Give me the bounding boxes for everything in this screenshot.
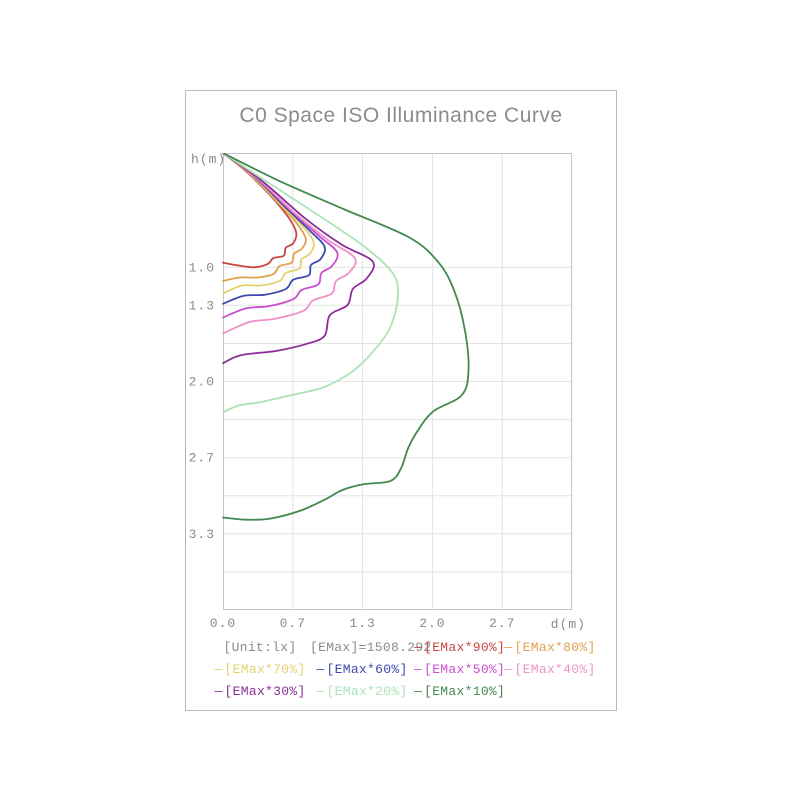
legend-item-label: [EMax*50%] (424, 662, 506, 677)
curve-emax-10 (222, 153, 470, 521)
plot-area: 0.0 0.7 1.3 2.0 2.7 1.0 1.3 2.0 2.7 3.3 (189, 153, 572, 631)
legend-item-label: [EMax*40%] (514, 662, 596, 677)
legend-item: — [EMax*90%] (414, 637, 506, 659)
legend-dash-icon: — (214, 662, 223, 677)
legend-item-label: [EMax*70%] (224, 662, 306, 677)
legend-item: — [EMax*30%] (210, 681, 310, 703)
plot-border (223, 153, 572, 610)
legend-item: — [EMax*10%] (414, 681, 506, 703)
legend-row: — [EMax*30%] — [EMax*20%] — [EMax*10%] (186, 681, 618, 703)
legend-item-label: [EMax*80%] (514, 640, 596, 655)
y-tick-label: 1.3 (189, 298, 215, 313)
legend-dash-icon: — (504, 662, 513, 677)
legend-dash-icon: — (504, 640, 513, 655)
legend-item-label: [EMax*30%] (224, 684, 306, 699)
legend-dash-icon: — (414, 662, 423, 677)
legend-dash-icon: — (414, 684, 423, 699)
legend-dash-icon: — (214, 684, 223, 699)
curve-emax-60 (222, 153, 326, 305)
legend-item-label: [Unit:lx] (223, 640, 297, 655)
legend-item-label: [EMax*10%] (424, 684, 506, 699)
legend-row: — [EMax*70%] — [EMax*60%] — [EMax*50%] — [EMax*… (186, 659, 618, 681)
legend-item: — [EMax*50%] (414, 659, 506, 681)
legend-dash-icon: — (316, 684, 325, 699)
chart-frame: C0 Space ISO Illuminance Curve h(m) d(m)… (185, 90, 617, 711)
curve-emax-20 (222, 153, 399, 414)
legend-item-label: [EMax*60%] (326, 662, 408, 677)
legend-item-label: [EMax*90%] (424, 640, 506, 655)
legend-row: [Unit:lx] [EMax]=1508.292— [EMax*90%] — [EMa… (186, 637, 618, 659)
legend-item-label: [EMax*20%] (326, 684, 408, 699)
y-tick-label: 3.3 (189, 527, 215, 542)
chart-legend: [Unit:lx] [EMax]=1508.292— [EMax*90%] — [EMa… (186, 637, 618, 703)
curve-emax-40 (222, 153, 357, 335)
legend-item: — [EMax*60%] (310, 659, 414, 681)
x-tick-label: 0.0 (210, 616, 236, 631)
legend-item: — [EMax*80%] (504, 637, 596, 659)
legend-dash-icon: — (414, 640, 423, 655)
y-tick-label: 2.7 (189, 451, 215, 466)
legend-item: — [EMax*20%] (310, 681, 414, 703)
x-tick-label: 2.0 (419, 616, 445, 631)
legend-item-label: [EMax]=1508.292 (310, 640, 432, 655)
iso-illuminance-plot: 0.0 0.7 1.3 2.0 2.7 1.0 1.3 2.0 2.7 3.3 (189, 153, 572, 631)
curve-emax-30 (222, 153, 375, 365)
y-tick-label: 1.0 (189, 260, 215, 275)
x-tick-label: 2.7 (489, 616, 515, 631)
legend-dash-icon: — (316, 662, 325, 677)
legend-item: — [EMax*40%] (504, 659, 596, 681)
x-tick-label: 0.7 (280, 616, 306, 631)
curve-emax-70 (222, 153, 315, 295)
y-tick-label: 2.0 (189, 375, 215, 390)
x-tick-label: 1.3 (349, 616, 375, 631)
legend-item: [EMax]=1508.292 (310, 637, 431, 659)
legend-item: [Unit:lx] (210, 637, 310, 659)
legend-item: — [EMax*70%] (210, 659, 310, 681)
chart-title: C0 Space ISO Illuminance Curve (239, 104, 563, 127)
x-axis-label: d(m) (550, 617, 586, 632)
y-axis-label: h(m) (191, 152, 227, 167)
